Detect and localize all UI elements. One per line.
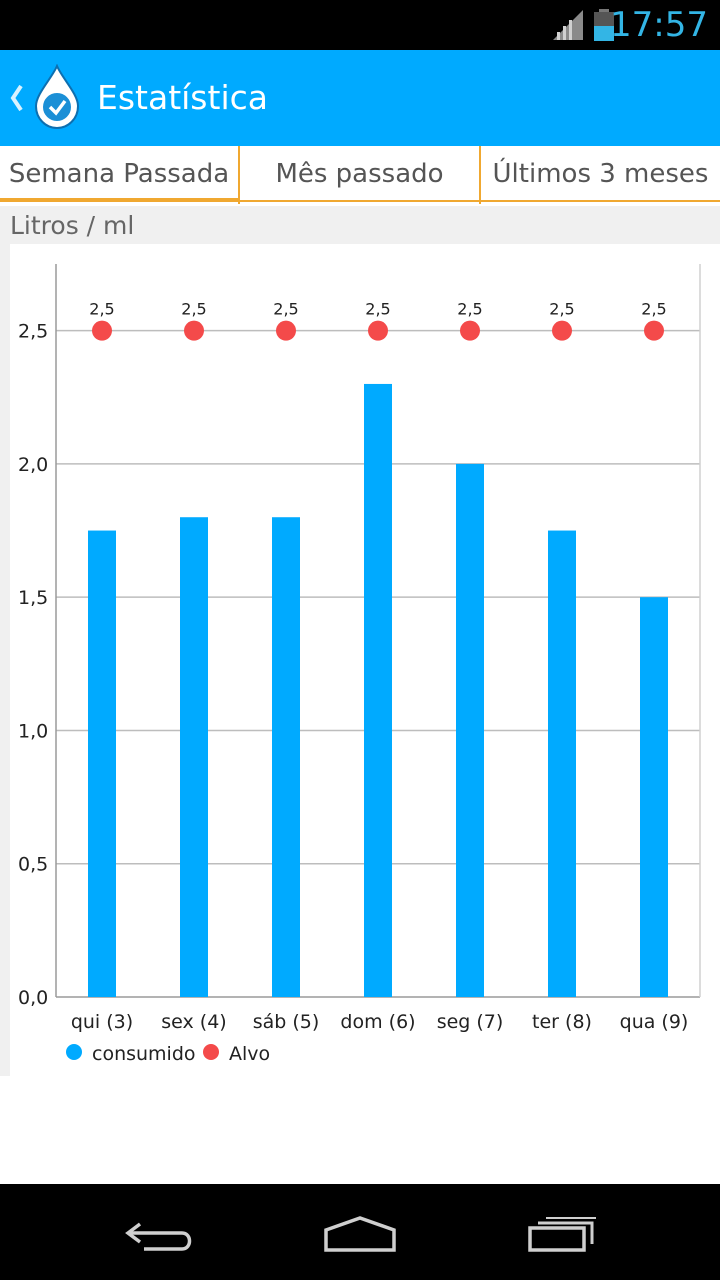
legend-label: Alvo: [229, 1043, 270, 1065]
data-label: 2,5: [89, 300, 114, 319]
legend-marker: [203, 1044, 219, 1060]
tab-divider: [479, 146, 481, 204]
nav-back-icon[interactable]: [124, 1216, 196, 1256]
data-label: 2,5: [641, 300, 666, 319]
signal-icon: [553, 10, 583, 40]
target-point: [644, 320, 664, 341]
data-label: 2,5: [457, 300, 482, 319]
target-point: [276, 320, 296, 341]
bar: [640, 597, 668, 997]
x-tick-label: dom (6): [340, 1011, 415, 1033]
data-label: 2,5: [365, 300, 390, 319]
data-label: 2,5: [273, 300, 298, 319]
bar: [180, 517, 208, 997]
bar: [548, 530, 576, 997]
y-tick-label: 0,0: [18, 987, 48, 1009]
x-tick-label: sáb (5): [253, 1011, 320, 1033]
x-tick-label: qua (9): [620, 1011, 689, 1033]
x-tick-label: ter (8): [532, 1011, 592, 1033]
navigation-bar: [0, 1184, 720, 1280]
bar: [364, 383, 392, 997]
data-label: 2,5: [549, 300, 574, 319]
water-drop-check-icon[interactable]: [32, 64, 82, 130]
battery-icon: [594, 9, 614, 41]
bar: [456, 463, 484, 998]
tab-divider: [238, 146, 240, 204]
status-time: 17:57: [610, 5, 708, 45]
tab-mes-passado[interactable]: Mês passado: [240, 146, 479, 202]
y-tick-label: 0,5: [18, 854, 48, 876]
bar: [88, 530, 116, 997]
y-tick-label: 1,0: [18, 720, 48, 742]
target-point: [184, 320, 204, 341]
x-tick-label: qui (3): [71, 1011, 133, 1033]
bar: [272, 517, 300, 997]
status-bar: 17:57: [0, 0, 720, 50]
legend-label: consumido: [92, 1043, 196, 1065]
x-tick-label: sex (4): [161, 1011, 226, 1033]
target-point: [552, 320, 572, 341]
unit-label: Litros / ml: [10, 211, 135, 240]
tab-ultimos-3-meses[interactable]: Últimos 3 meses: [481, 146, 720, 202]
tab-bar: Semana Passada Mês passado Últimos 3 mes…: [0, 146, 720, 206]
bar-chart: 0,0 0,5 1,0 1,5 2,0 2,5 qui (3) 2,5 sex (4) 2,5 sá…: [18, 264, 701, 1065]
target-point: [368, 320, 388, 341]
action-bar: Estatística: [0, 50, 720, 146]
page-title: Estatística: [97, 78, 268, 117]
y-tick-label: 2,5: [18, 321, 48, 343]
target-point: [92, 320, 112, 341]
y-tick-label: 1,5: [18, 587, 48, 609]
chart-panel: 0,0 0,5 1,0 1,5 2,0 2,5 qui (3) 2,5 sex (4) 2,5 sá…: [10, 244, 720, 1076]
x-tick-label: seg (7): [437, 1011, 504, 1033]
nav-home-icon[interactable]: [322, 1214, 398, 1254]
target-point: [460, 320, 480, 341]
tab-semana-passada[interactable]: Semana Passada: [0, 146, 238, 202]
nav-recents-icon[interactable]: [526, 1214, 598, 1254]
data-label: 2,5: [181, 300, 206, 319]
legend-marker: [66, 1044, 82, 1060]
y-tick-label: 2,0: [18, 454, 48, 476]
chevron-left-icon[interactable]: [6, 80, 26, 116]
